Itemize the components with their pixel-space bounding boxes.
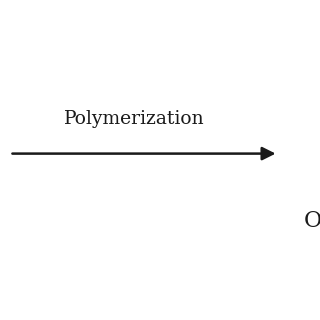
Text: Polymerization: Polymerization bbox=[64, 110, 205, 128]
Text: O :: O : bbox=[304, 210, 320, 232]
